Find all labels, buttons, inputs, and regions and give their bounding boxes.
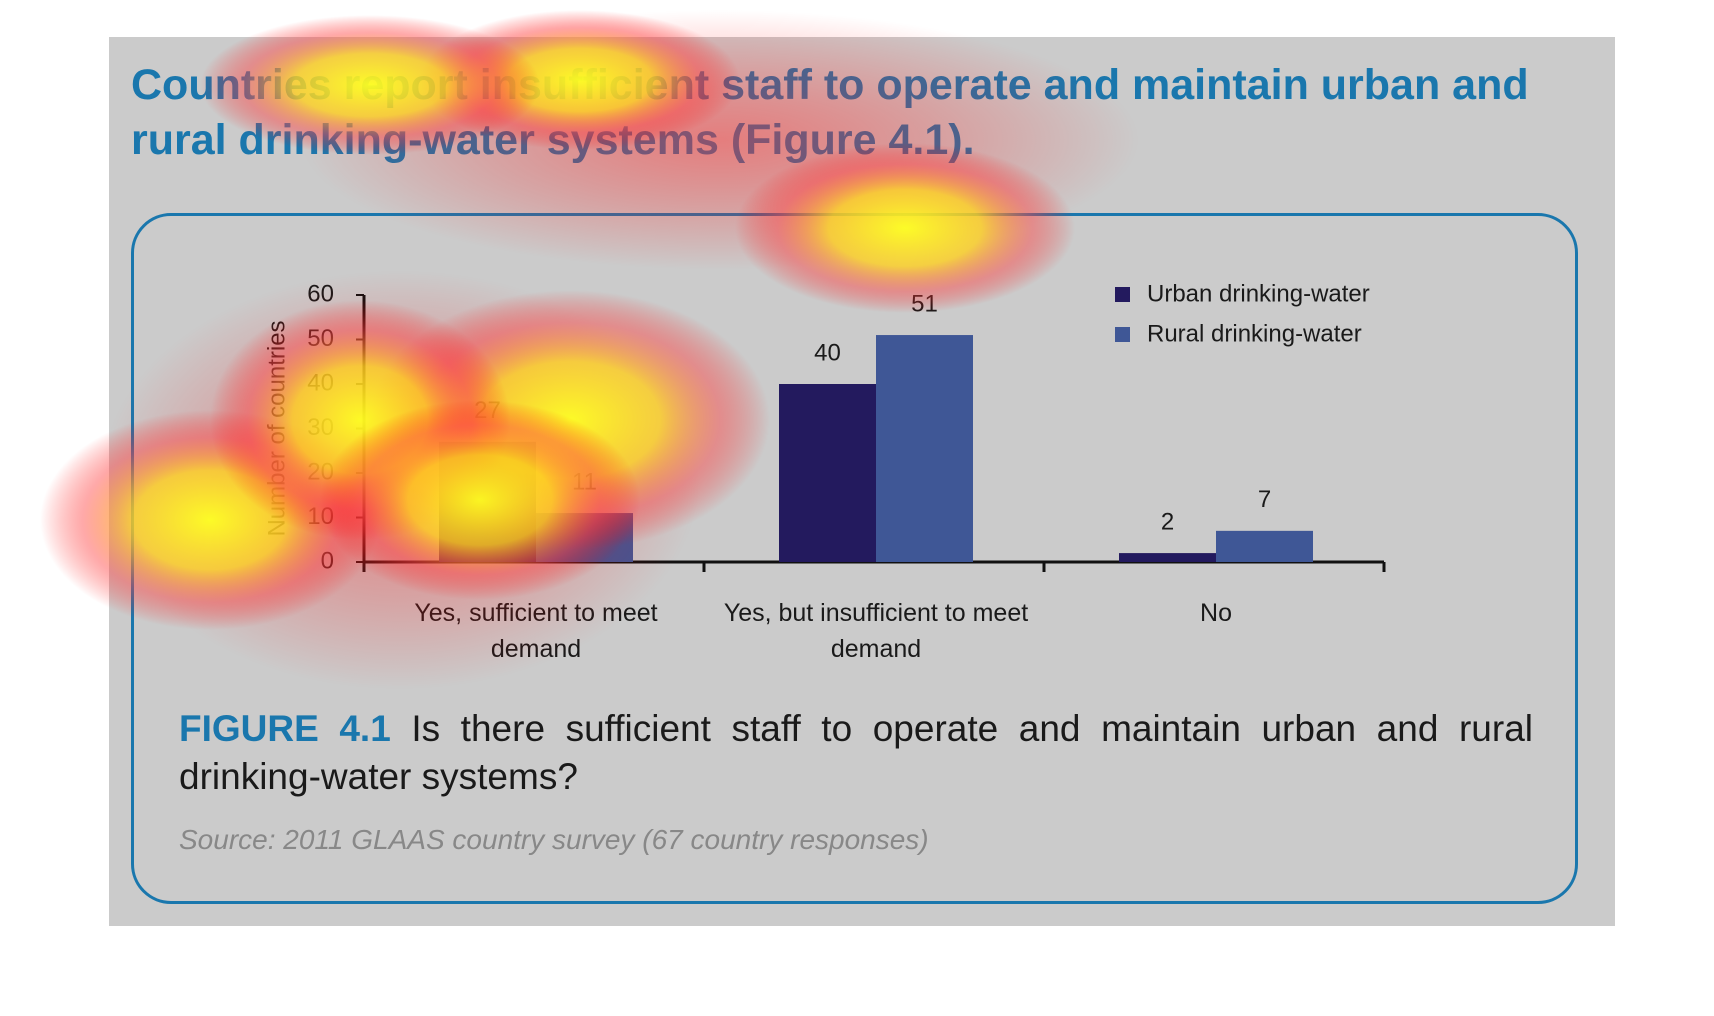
value-label: 2 bbox=[1161, 508, 1174, 535]
caption: FIGURE 4.1 Is there sufficient staff to … bbox=[179, 705, 1533, 801]
value-label: 11 bbox=[572, 468, 597, 495]
legend-label: Rural drinking-water bbox=[1147, 320, 1362, 347]
y-tick-label: 10 bbox=[307, 503, 334, 530]
value-label: 7 bbox=[1258, 486, 1271, 513]
bar bbox=[439, 441, 536, 562]
value-label: 27 bbox=[474, 397, 501, 424]
bar bbox=[1216, 530, 1313, 562]
x-tick-label: No bbox=[1200, 599, 1232, 627]
y-tick-label: 30 bbox=[307, 414, 334, 441]
x-tick-label: Yes, but insufficient to meet demand bbox=[723, 599, 1029, 663]
bar bbox=[1119, 553, 1216, 562]
y-tick-label: 60 bbox=[307, 280, 334, 307]
y-tick-label: 0 bbox=[321, 547, 334, 574]
x-tick-label: Yes, sufficient to meet demand bbox=[414, 599, 658, 663]
source: Source: 2011 GLAAS country survey (67 co… bbox=[179, 824, 929, 855]
value-label: 40 bbox=[814, 339, 841, 366]
bar bbox=[876, 335, 973, 562]
y-axis-label: Number of countries bbox=[263, 320, 290, 536]
caption-text: Is there sufficient staff to operate and… bbox=[179, 708, 1533, 797]
y-tick-label: 50 bbox=[307, 325, 334, 352]
bar bbox=[779, 384, 876, 562]
legend-swatch bbox=[1115, 287, 1130, 302]
legend-label: Urban drinking-water bbox=[1147, 280, 1370, 307]
bar bbox=[536, 513, 633, 562]
value-label: 51 bbox=[911, 290, 938, 317]
y-tick-label: 20 bbox=[307, 458, 334, 485]
legend-swatch bbox=[1115, 327, 1130, 342]
y-tick-label: 40 bbox=[307, 369, 334, 396]
figure-label: FIGURE 4.1 bbox=[179, 708, 391, 749]
